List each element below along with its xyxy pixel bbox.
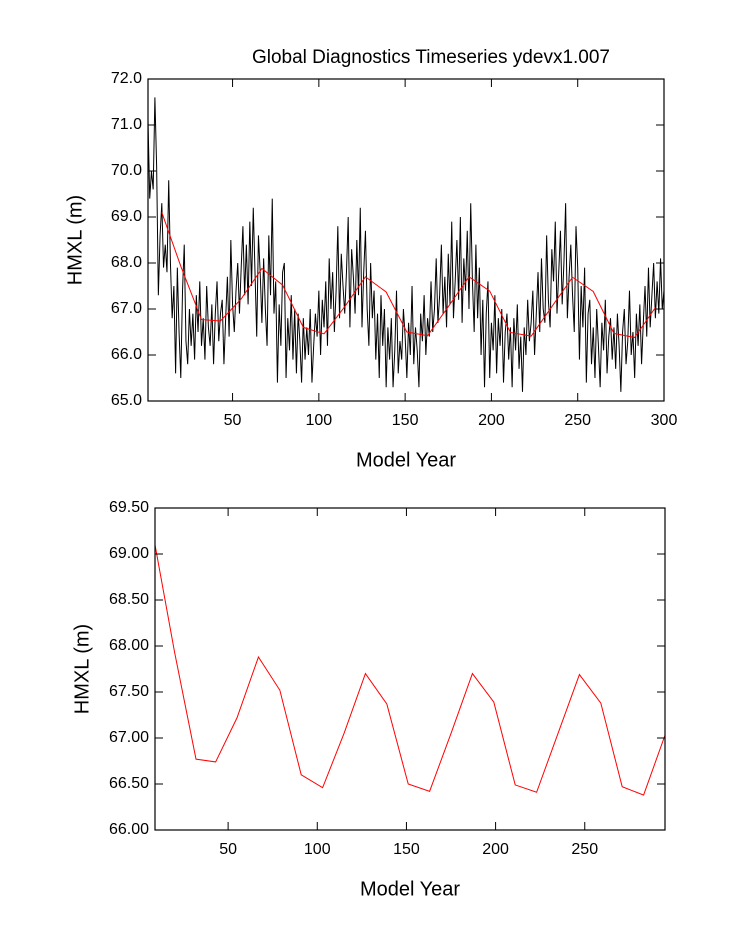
x-tick-label: 150: [393, 841, 420, 858]
y-tick-label: 66.50: [109, 775, 149, 792]
y-tick-label: 66.0: [111, 346, 142, 363]
y-tick-label: 67.00: [109, 729, 149, 746]
y-axis-title: HMXL (m): [71, 624, 93, 714]
x-tick-label: 300: [651, 412, 678, 429]
chart-title: Global Diagnostics Timeseries ydevx1.007: [252, 47, 610, 68]
x-tick-label: 200: [482, 841, 509, 858]
x-tick-label: 250: [571, 841, 598, 858]
series-line: [147, 97, 665, 392]
series-line: [154, 544, 666, 796]
y-tick-label: 65.0: [111, 392, 142, 409]
y-tick-label: 70.0: [111, 162, 142, 179]
y-tick-label: 67.0: [111, 300, 142, 317]
x-tick-label: 100: [305, 412, 332, 429]
x-tick-label: 250: [564, 412, 591, 429]
x-tick-label: 200: [478, 412, 505, 429]
y-axis-title: HMXL (m): [64, 195, 86, 285]
y-tick-label: 67.50: [109, 683, 149, 700]
x-axis-title: Model Year: [360, 878, 460, 900]
plot-frame: [154, 507, 666, 831]
y-tick-label: 66.00: [109, 821, 149, 838]
x-tick-label: 50: [224, 412, 242, 429]
y-tick-label: 69.50: [109, 499, 149, 516]
y-tick-label: 68.00: [109, 637, 149, 654]
y-tick-label: 68.50: [109, 591, 149, 608]
plot-frame: [147, 78, 665, 402]
y-tick-label: 71.0: [111, 116, 142, 133]
x-tick-label: 150: [392, 412, 419, 429]
y-tick-label: 69.0: [111, 208, 142, 225]
y-tick-label: 69.00: [109, 545, 149, 562]
y-tick-label: 72.0: [111, 70, 142, 87]
x-axis-title: Model Year: [356, 449, 456, 471]
y-tick-label: 68.0: [111, 254, 142, 271]
x-tick-label: 50: [219, 841, 237, 858]
series-line: [161, 212, 656, 339]
x-tick-label: 100: [304, 841, 331, 858]
